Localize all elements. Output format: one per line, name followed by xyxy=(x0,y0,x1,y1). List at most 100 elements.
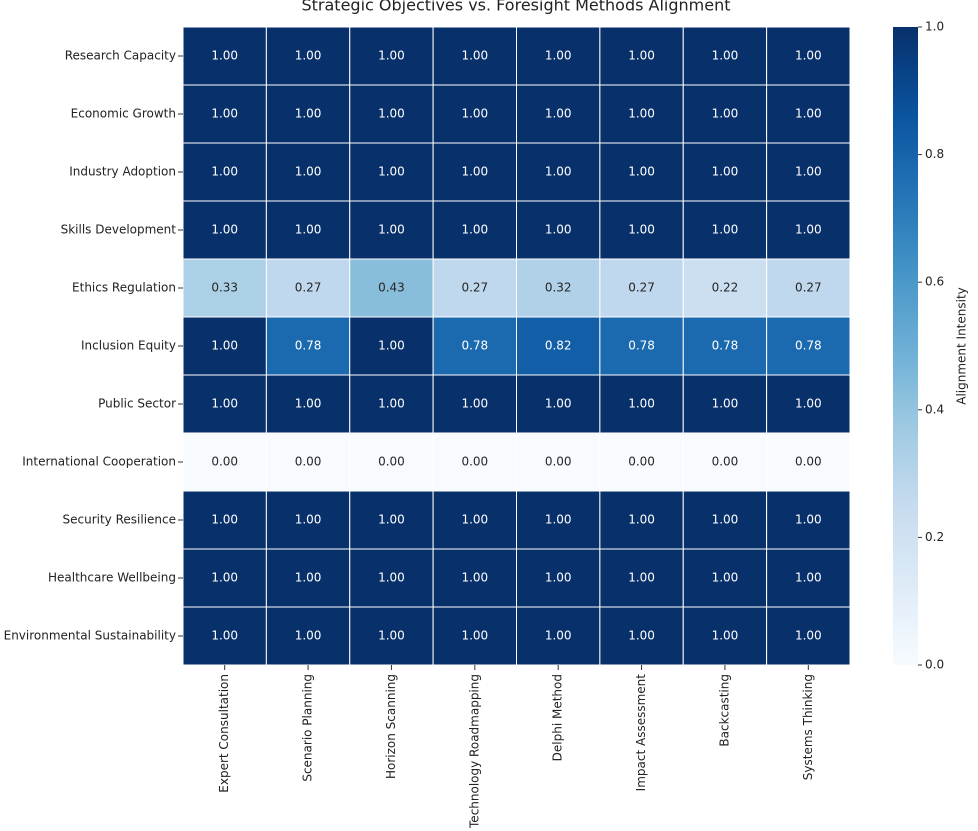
cell-label: 1.00 xyxy=(795,397,822,411)
cell-label: 0.78 xyxy=(712,339,739,353)
cell-label: 1.00 xyxy=(545,223,572,237)
cell-label: 1.00 xyxy=(211,571,238,585)
cell-label: 1.00 xyxy=(628,107,655,121)
cell-label: 0.00 xyxy=(461,455,488,469)
heatmap-cell xyxy=(682,258,768,318)
cell-label: 1.00 xyxy=(795,223,822,237)
cell-label: 1.00 xyxy=(461,629,488,643)
cell-label: 1.00 xyxy=(461,397,488,411)
heatmap-cell xyxy=(599,258,684,318)
y-tick-label: Security Resilience xyxy=(63,513,177,527)
heatmap-cell xyxy=(599,26,684,86)
x-tick-label: Impact Assessment xyxy=(634,674,648,792)
cell-label: 0.27 xyxy=(795,281,822,295)
cell-label: 1.00 xyxy=(378,513,405,527)
cell-label: 1.00 xyxy=(461,571,488,585)
cell-label: 1.00 xyxy=(461,165,488,179)
cell-label: 1.00 xyxy=(795,571,822,585)
cell-label: 1.00 xyxy=(378,397,405,411)
heatmap-cell xyxy=(265,26,351,86)
heatmap-cell xyxy=(432,142,517,202)
heatmap-cell xyxy=(516,258,601,318)
cell-label: 1.00 xyxy=(795,629,822,643)
y-tick-label: Inclusion Equity xyxy=(81,339,176,353)
heatmap-cell xyxy=(682,548,768,608)
colorbar-tick-label: 0.0 xyxy=(925,658,944,672)
cell-label: 1.00 xyxy=(628,513,655,527)
heatmap-cell xyxy=(766,548,851,608)
heatmap-cell xyxy=(766,316,851,376)
x-tick-label: Technology Roadmapping xyxy=(467,674,481,829)
heatmap-cell xyxy=(432,606,517,666)
cell-label: 1.00 xyxy=(211,513,238,527)
cell-label: 0.78 xyxy=(461,339,488,353)
heatmap-cell xyxy=(599,316,684,376)
cell-label: 1.00 xyxy=(712,49,739,63)
heatmap-cell xyxy=(599,490,684,550)
cell-label: 1.00 xyxy=(712,223,739,237)
heatmap-cell xyxy=(349,200,434,260)
heatmap-cell xyxy=(766,26,851,86)
heatmap-cell xyxy=(599,548,684,608)
cell-label: 1.00 xyxy=(795,107,822,121)
cell-label: 1.00 xyxy=(295,223,322,237)
cell-label: 1.00 xyxy=(545,165,572,179)
cell-label: 1.00 xyxy=(461,513,488,527)
heatmap-cell xyxy=(766,84,851,144)
colorbar-tick-label: 0.4 xyxy=(925,402,944,416)
heatmap-cell xyxy=(682,316,768,376)
cell-label: 1.00 xyxy=(795,49,822,63)
heatmap-cell xyxy=(766,142,851,202)
heatmap-cell xyxy=(432,84,517,144)
heatmap-cell xyxy=(349,316,434,376)
cell-label: 1.00 xyxy=(211,397,238,411)
x-tick-label: Delphi Method xyxy=(551,674,565,761)
heatmap-cell xyxy=(516,316,601,376)
cell-label: 1.00 xyxy=(211,223,238,237)
y-tick-label: Skills Development xyxy=(61,223,177,237)
y-tick-label: Research Capacity xyxy=(65,49,176,63)
cell-label: 1.00 xyxy=(295,397,322,411)
heatmap-cell xyxy=(516,490,601,550)
cell-label: 1.00 xyxy=(378,571,405,585)
cell-label: 0.27 xyxy=(295,281,322,295)
cell-label: 0.78 xyxy=(795,339,822,353)
cell-label: 0.00 xyxy=(712,455,739,469)
cell-label: 1.00 xyxy=(378,339,405,353)
heatmap-cell xyxy=(682,374,768,434)
cell-label: 1.00 xyxy=(628,165,655,179)
heatmap-cell xyxy=(599,142,684,202)
heatmap-cell xyxy=(432,548,517,608)
heatmap-cell xyxy=(265,490,351,550)
cell-label: 0.33 xyxy=(211,281,238,295)
heatmap-cell xyxy=(265,142,351,202)
cell-label: 1.00 xyxy=(378,223,405,237)
cell-label: 1.00 xyxy=(295,571,322,585)
heatmap-cell xyxy=(265,316,351,376)
y-tick-label: Economic Growth xyxy=(71,107,176,121)
cell-label: 1.00 xyxy=(628,397,655,411)
cell-label: 0.78 xyxy=(628,339,655,353)
cell-label: 1.00 xyxy=(628,629,655,643)
heatmap-cell xyxy=(432,26,517,86)
heatmap-cell xyxy=(766,258,851,318)
heatmap-cell xyxy=(432,258,517,318)
cell-label: 1.00 xyxy=(295,107,322,121)
cell-label: 1.00 xyxy=(795,513,822,527)
x-tick-label: Expert Consultation xyxy=(217,674,231,793)
heatmap-cell xyxy=(349,142,434,202)
cell-label: 1.00 xyxy=(545,49,572,63)
cell-label: 1.00 xyxy=(295,49,322,63)
heatmap-cell xyxy=(182,200,267,260)
heatmap-cell xyxy=(349,490,434,550)
heatmap-cell xyxy=(766,432,851,492)
x-tick-label: Systems Thinking xyxy=(801,674,815,780)
cell-label: 1.00 xyxy=(295,629,322,643)
y-tick-label: Industry Adoption xyxy=(69,165,176,179)
heatmap-cell xyxy=(182,548,267,608)
cell-label: 1.00 xyxy=(211,339,238,353)
x-tick-label: Scenario Planning xyxy=(301,674,315,782)
cell-label: 1.00 xyxy=(545,107,572,121)
heatmap-cell xyxy=(516,548,601,608)
heatmap-cell xyxy=(599,374,684,434)
